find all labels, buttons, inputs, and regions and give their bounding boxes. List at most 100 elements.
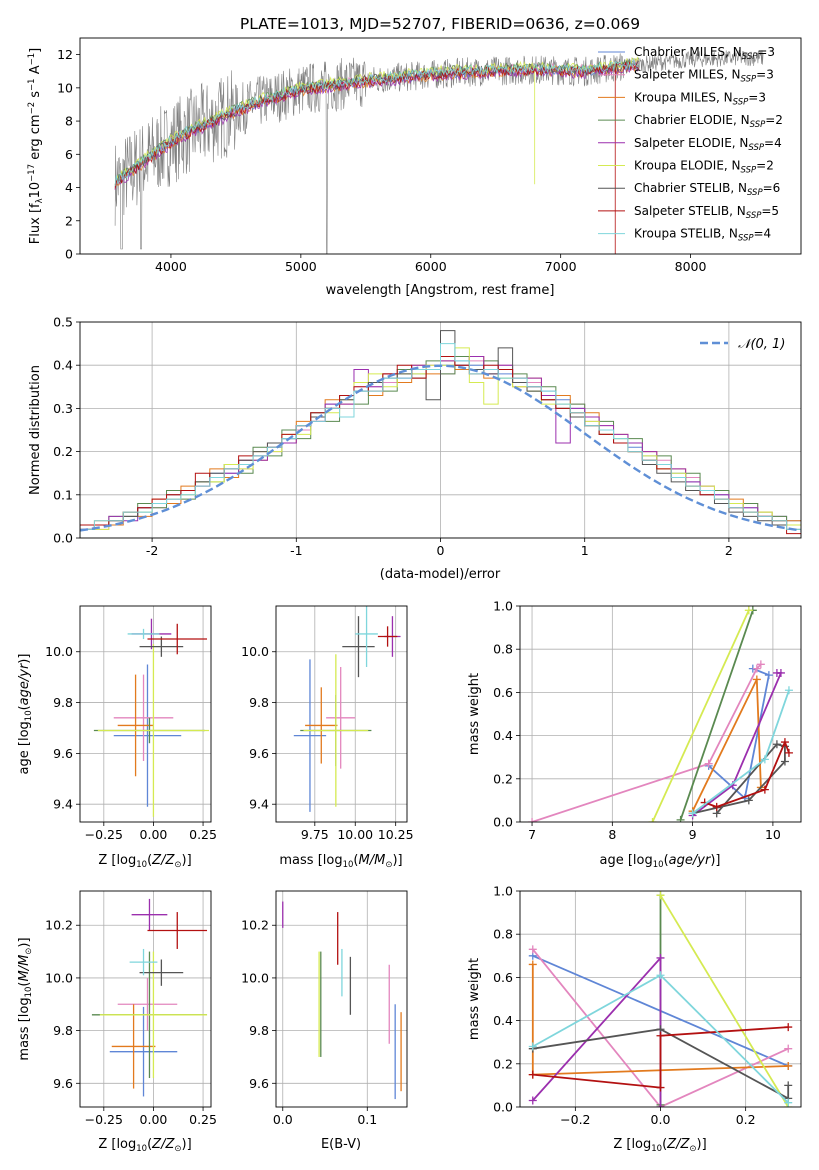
- x-tick-label: 0.0: [651, 1112, 671, 1127]
- y-tick-label: 1.0: [493, 599, 513, 614]
- y-tick-label: 0.3: [53, 401, 73, 416]
- y-tick-label: 9.4: [249, 797, 269, 812]
- spectrum-chart-plot-area: [114, 49, 764, 254]
- weight-marker: [528, 1096, 537, 1105]
- x-tick-label: 1: [581, 543, 589, 558]
- y-tick-label: 0.8: [493, 927, 513, 942]
- y-tick-label: 10: [57, 80, 73, 95]
- x-tick-label: 7000: [545, 259, 577, 274]
- x-tick-label: -2: [146, 543, 158, 558]
- x-axis-label: (data-model)/error: [380, 567, 501, 582]
- axes-frame: [79, 321, 802, 539]
- weight-marker: [744, 796, 753, 805]
- x-tick-label: 2: [725, 543, 733, 558]
- age-vs-Z-chart: −0.25 0.00 0.25 9.4 9.6 9.8 10.0 Z [log10(Z/Z⊙)…: [17, 605, 217, 870]
- model-line-salpeter-elodie: [114, 62, 639, 191]
- weight-marker: [752, 664, 761, 673]
- y-tick-label: 10.0: [45, 970, 73, 985]
- x-tick-label: 0.0: [273, 1112, 293, 1127]
- x-tick-label: 0.1: [357, 1112, 377, 1127]
- weight-marker: [704, 759, 713, 768]
- x-axis-label: Z [log10(Z/Z⊙)]: [98, 853, 191, 870]
- x-axis-label: E(B-V): [321, 1137, 361, 1152]
- x-tick-label: −0.25: [85, 827, 123, 842]
- axes-frame: [275, 890, 408, 1108]
- x-tick-label: 0.00: [140, 1112, 168, 1127]
- weight-marker: [528, 1042, 537, 1051]
- legend-entry: Kroupa ELODIE, NSSP=2: [634, 159, 774, 176]
- y-tick-label: 0.6: [493, 685, 513, 700]
- y-tick-label: 0.0: [53, 531, 73, 546]
- weight-vs-Z-chart-plot-area: [520, 891, 801, 1107]
- y-tick-label: 9.6: [249, 746, 269, 761]
- weight-marker: [780, 738, 789, 747]
- age-vs-mass-chart: 9.75 10.00 10.25 9.4 9.6 9.8 10.0 mass [log10(M…: [241, 605, 414, 870]
- mass-vs-EBV-chart-plot-area: [276, 891, 407, 1107]
- histogram-kroupa-stelib: [80, 343, 801, 538]
- weight-marker: [712, 802, 721, 811]
- spectrum-chart: 4000 5000 6000 7000 8000 0 2 4 6 8 10 12 Chabrier MI…: [27, 37, 802, 298]
- weight-marker: [656, 953, 665, 962]
- legend-entry: Kroupa MILES, NSSP=3: [634, 90, 766, 107]
- x-tick-label: -1: [290, 543, 302, 558]
- x-tick-label: 9.75: [301, 827, 329, 842]
- mass-vs-Z-chart: −0.25 0.00 0.25 9.6 9.8 10.0 10.2 Z [log10(Z/Z⊙…: [17, 890, 217, 1154]
- x-tick-label: 0.2: [736, 1112, 756, 1127]
- weight-marker: [772, 668, 781, 677]
- weight-marker: [784, 1044, 793, 1053]
- y-tick-label: 10.0: [45, 644, 73, 659]
- weight-marker: [656, 1103, 665, 1107]
- weight-marker: [760, 755, 769, 764]
- x-tick-label: 0.25: [189, 1112, 217, 1127]
- weight-marker: [656, 971, 665, 980]
- y-tick-label: 0.2: [53, 444, 73, 459]
- weight-marker: [676, 815, 685, 822]
- y-axis-label: mass [log10(M/M⊙)]: [17, 937, 34, 1060]
- x-tick-label: 8000: [675, 259, 707, 274]
- axes-frame: [79, 890, 212, 1108]
- weight-marker: [760, 785, 769, 794]
- weight-marker: [784, 748, 793, 757]
- y-tick-label: 2: [65, 213, 73, 228]
- x-tick-label: 8: [608, 827, 616, 842]
- weight-marker: [656, 1083, 665, 1092]
- axes-frame: [79, 37, 802, 255]
- model-line-kroupa-stelib: [114, 58, 639, 186]
- weight-line-salpeter-miles: [531, 663, 762, 822]
- x-tick-label: 0.00: [140, 827, 168, 842]
- y-tick-label: 0.6: [493, 970, 513, 985]
- y-tick-label: 9.6: [249, 1076, 269, 1091]
- y-tick-label: 0.4: [53, 358, 73, 373]
- y-axis-label: Flux [fλ10−17 erg cm−2 s−1 A−1]: [27, 48, 45, 244]
- y-tick-label: 0.4: [493, 1013, 513, 1028]
- weight-vs-age-chart: 7 8 9 10 0.0 0.2 0.4 0.6 0.8 1.0 age [log10(age/yr…: [467, 599, 802, 870]
- spectrum-legend: Chabrier MILES, NSSP=3 Salpeter MILES, NS…: [598, 45, 783, 244]
- weight-marker: [772, 740, 781, 749]
- y-tick-label: 0.2: [493, 1056, 513, 1071]
- y-tick-label: 9.6: [53, 1076, 73, 1091]
- y-tick-label: 1.0: [493, 884, 513, 899]
- weight-marker: [784, 1081, 793, 1090]
- weight-marker: [528, 1070, 537, 1079]
- x-tick-label: 0.25: [189, 827, 217, 842]
- y-tick-label: 10.2: [241, 918, 269, 933]
- x-tick-label: 4000: [155, 259, 187, 274]
- y-axis-label: Normed distribution: [28, 365, 43, 495]
- x-tick-label: −0.25: [85, 1112, 123, 1127]
- y-axis-label: mass weight: [467, 958, 482, 1040]
- y-tick-label: 0.5: [53, 315, 73, 330]
- y-tick-label: 10.0: [241, 970, 269, 985]
- weight-marker: [656, 891, 665, 900]
- x-axis-label: Z [log10(Z/Z⊙)]: [613, 1137, 706, 1154]
- weight-line-chabrier-miles: [708, 667, 770, 800]
- weight-line-salpeter-stelib: [532, 1026, 789, 1089]
- x-tick-label: 7: [528, 827, 536, 842]
- weight-marker: [784, 1023, 793, 1032]
- y-tick-label: 9.6: [53, 746, 73, 761]
- y-tick-label: 8: [65, 114, 73, 129]
- x-axis-label: Z [log10(Z/Z⊙)]: [98, 1137, 191, 1154]
- x-tick-label: 10.25: [378, 827, 414, 842]
- weight-marker: [656, 1031, 665, 1040]
- weight-marker: [528, 960, 537, 969]
